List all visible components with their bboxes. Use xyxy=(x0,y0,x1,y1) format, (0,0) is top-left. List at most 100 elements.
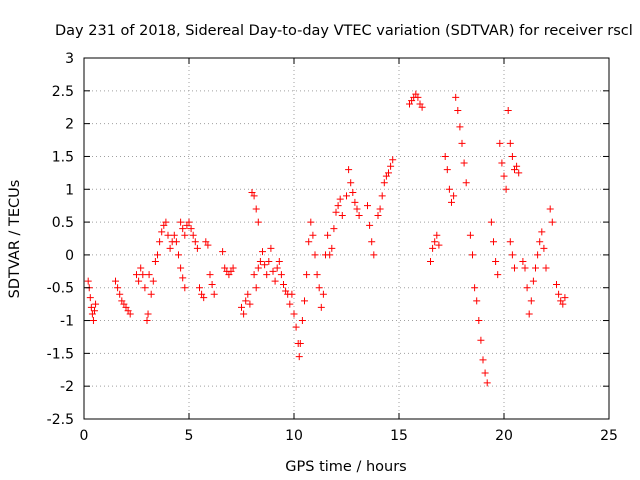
data-point xyxy=(191,238,199,246)
data-point xyxy=(319,290,327,298)
data-point xyxy=(240,310,248,318)
data-point xyxy=(494,271,502,279)
y-tick-label: -1.5 xyxy=(47,346,74,362)
data-point xyxy=(250,192,258,200)
data-point xyxy=(179,225,187,233)
data-point xyxy=(389,156,397,164)
data-point xyxy=(500,172,508,180)
data-point xyxy=(561,294,569,302)
data-point xyxy=(414,93,422,101)
data-point xyxy=(529,277,537,285)
data-point xyxy=(269,267,277,275)
data-point xyxy=(275,257,283,265)
data-point xyxy=(496,139,504,147)
data-point xyxy=(368,238,376,246)
data-point xyxy=(387,162,395,170)
data-point xyxy=(452,93,460,101)
data-point xyxy=(338,212,346,220)
x-tick-label: 10 xyxy=(285,428,303,444)
data-point xyxy=(254,218,262,226)
data-point xyxy=(334,202,342,210)
data-point xyxy=(445,185,453,193)
data-point xyxy=(144,310,152,318)
data-point xyxy=(185,218,193,226)
y-tick-label: 2.5 xyxy=(52,84,74,100)
data-point xyxy=(317,303,325,311)
data-point xyxy=(87,303,95,311)
y-tick-label: -2 xyxy=(60,379,74,395)
data-point xyxy=(477,336,485,344)
data-points xyxy=(84,90,569,387)
data-point xyxy=(450,192,458,200)
data-point xyxy=(288,290,296,298)
data-point xyxy=(490,238,497,246)
data-point xyxy=(546,205,554,213)
data-point xyxy=(301,297,308,305)
data-point xyxy=(229,264,237,272)
data-point xyxy=(164,231,172,239)
data-point xyxy=(315,284,323,292)
data-point xyxy=(521,264,529,272)
data-point xyxy=(89,317,97,325)
data-point xyxy=(351,198,359,206)
data-point xyxy=(353,205,361,213)
data-point xyxy=(483,379,491,387)
plot-frame xyxy=(83,57,610,420)
data-point xyxy=(527,297,535,305)
data-point xyxy=(508,152,516,160)
data-point xyxy=(151,257,159,265)
data-point xyxy=(313,271,321,279)
data-point xyxy=(133,271,140,279)
data-point xyxy=(175,251,182,259)
data-point xyxy=(508,251,516,259)
data-point xyxy=(466,231,474,239)
data-point xyxy=(540,244,548,252)
x-tick-label: 5 xyxy=(185,428,194,444)
data-point xyxy=(454,107,462,115)
data-point xyxy=(292,323,300,331)
data-point xyxy=(542,264,550,272)
data-point xyxy=(427,257,434,265)
y-tick-label: -2.5 xyxy=(47,412,74,428)
data-point xyxy=(435,241,443,249)
data-point xyxy=(181,231,189,239)
data-point xyxy=(114,284,122,292)
data-point xyxy=(487,218,495,226)
data-point xyxy=(156,238,164,246)
data-point xyxy=(196,284,203,292)
data-point xyxy=(473,297,481,305)
data-point xyxy=(296,340,304,348)
data-point xyxy=(267,244,275,252)
x-tick-label: 20 xyxy=(495,428,513,444)
data-point xyxy=(177,264,185,272)
data-point xyxy=(324,231,332,239)
data-point xyxy=(479,356,487,364)
y-tick-label: 3 xyxy=(65,51,74,67)
data-point xyxy=(147,290,155,298)
data-point xyxy=(366,221,374,229)
data-point xyxy=(277,271,285,279)
data-point xyxy=(443,166,451,174)
data-point xyxy=(309,231,317,239)
data-point xyxy=(343,192,350,200)
data-point xyxy=(170,231,178,239)
data-point xyxy=(250,271,258,279)
data-point xyxy=(84,277,92,285)
y-tick-label: 2 xyxy=(65,117,74,133)
data-point xyxy=(256,257,264,265)
data-point xyxy=(345,166,353,174)
data-point xyxy=(513,162,521,170)
data-point xyxy=(559,300,567,308)
y-tick-label: 1.5 xyxy=(52,149,74,165)
data-point xyxy=(481,369,489,377)
data-point xyxy=(204,241,212,249)
data-point xyxy=(273,264,281,272)
x-tick-label: 25 xyxy=(600,428,618,444)
data-point xyxy=(460,159,468,167)
data-point xyxy=(336,195,344,203)
data-point xyxy=(448,198,455,206)
data-point xyxy=(511,264,518,272)
data-point xyxy=(244,290,252,298)
data-point xyxy=(290,310,298,318)
